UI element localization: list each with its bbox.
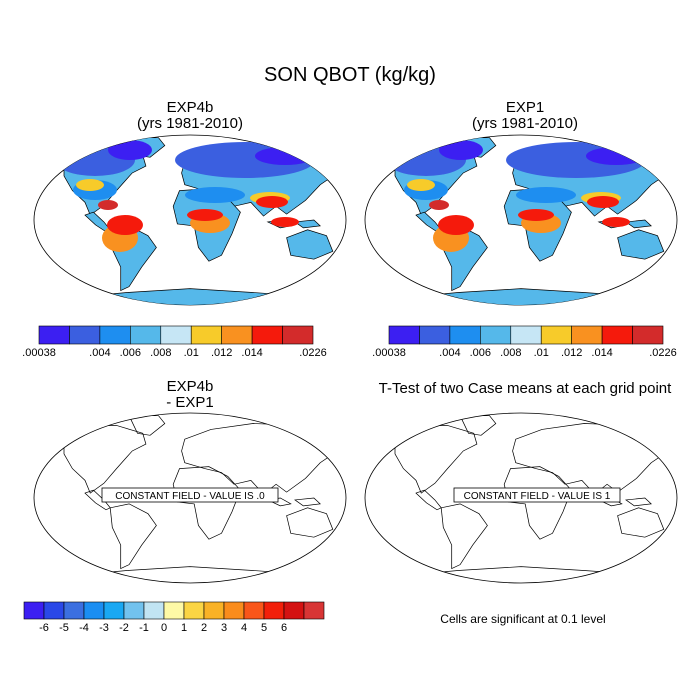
colorbar-tick-label: .01 bbox=[184, 347, 199, 359]
colorbar-swatch bbox=[183, 601, 205, 620]
colorbar-swatch bbox=[388, 325, 420, 345]
colorbar-swatch bbox=[23, 601, 45, 620]
colorbar-tick-label: .01 bbox=[534, 347, 549, 359]
colorbar-swatch bbox=[243, 601, 265, 620]
colorbar-tick-label: -6 bbox=[39, 622, 49, 634]
constant-field-box bbox=[101, 487, 279, 503]
colorbar-swatch bbox=[303, 601, 325, 620]
colorbar-swatch bbox=[69, 325, 101, 345]
colorbar-tick-label: .006 bbox=[120, 347, 141, 359]
colorbar-swatch bbox=[143, 601, 165, 620]
panel-title-line2: (yrs 1981-2010) bbox=[137, 115, 243, 132]
colorbar-swatch bbox=[130, 325, 162, 345]
colorbar-swatch bbox=[123, 601, 145, 620]
colorbar-tick-label: -3 bbox=[99, 622, 109, 634]
colorbar-tick-label: -4 bbox=[79, 622, 89, 634]
map-panel-exp1 bbox=[364, 134, 678, 306]
colorbar-swatch bbox=[160, 325, 192, 345]
constant-field-note: CONSTANT FIELD - VALUE IS .0 bbox=[115, 491, 265, 502]
panel-title-exp1: EXP1 (yrs 1981-2010) bbox=[375, 100, 675, 132]
colorbar-tick-label: 6 bbox=[281, 622, 287, 634]
colorbar-tick-label: -2 bbox=[119, 622, 129, 634]
colorbar-swatch bbox=[263, 601, 285, 620]
colorbar-swatch bbox=[38, 325, 70, 345]
colorbar-swatch bbox=[203, 601, 225, 620]
colorbar-swatch bbox=[632, 325, 664, 345]
colorbar-swatch bbox=[282, 325, 314, 345]
colorbar-swatch bbox=[223, 601, 245, 620]
colorbar-swatch bbox=[571, 325, 603, 345]
colorbar-swatch bbox=[251, 325, 283, 345]
colorbar-tick-label: .008 bbox=[500, 347, 521, 359]
colorbar-tick-label: .008 bbox=[150, 347, 171, 359]
constant-field-box bbox=[453, 487, 621, 503]
panel-title-line2: (yrs 1981-2010) bbox=[472, 115, 578, 132]
colorbar-diff: -6 -5 -4 -3 -2 -1 0 1 2 3 4 5 6 bbox=[23, 601, 325, 634]
map-panel-exp4b bbox=[33, 134, 347, 306]
colorbar-swatch bbox=[43, 601, 65, 620]
colorbar-tick-label: .012 bbox=[211, 347, 232, 359]
colorbar-swatch bbox=[480, 325, 512, 345]
page-title: SON QBOT (kg/kg) bbox=[264, 64, 436, 86]
colorbar-swatch bbox=[510, 325, 542, 345]
colorbar-swatch bbox=[163, 601, 185, 620]
colorbar-tick-label: -1 bbox=[139, 622, 149, 634]
colorbar-tick-label: .004 bbox=[439, 347, 460, 359]
panel-title-diff: EXP4b - EXP1 bbox=[40, 379, 340, 411]
colorbar-swatch bbox=[99, 325, 131, 345]
colorbar-tick-label: 5 bbox=[261, 622, 267, 634]
significance-note: Cells are significant at 0.1 level bbox=[440, 612, 605, 626]
colorbar-swatch bbox=[103, 601, 125, 620]
colorbar-swatch bbox=[419, 325, 451, 345]
panel-title-line1: EXP4b bbox=[166, 378, 214, 395]
colorbar-tick-label: -5 bbox=[59, 622, 69, 634]
panel-title-ttest: T-Test of two Case means at each grid po… bbox=[378, 380, 672, 397]
panel-title-exp4b: EXP4b (yrs 1981-2010) bbox=[40, 100, 340, 132]
colorbar-swatch bbox=[283, 601, 305, 620]
colorbar-tick-label: .0226 bbox=[299, 347, 327, 359]
constant-field-note: CONSTANT FIELD - VALUE IS 1 bbox=[464, 491, 611, 502]
panel-title-line1: EXP4b bbox=[166, 99, 214, 116]
colorbar-tick-label: .00038 bbox=[22, 347, 56, 359]
colorbar-tick-label: 0 bbox=[161, 622, 167, 634]
colorbar-tick-label: .0226 bbox=[649, 347, 677, 359]
colorbar-tick-label: .014 bbox=[241, 347, 262, 359]
panel-title-line1: EXP1 bbox=[505, 99, 545, 116]
colorbar-tick-label: .014 bbox=[591, 347, 612, 359]
colorbar-swatch bbox=[601, 325, 633, 345]
colorbar-tick-label: .006 bbox=[470, 347, 491, 359]
colorbar-tick-label: 2 bbox=[201, 622, 207, 634]
colorbar-swatch bbox=[449, 325, 481, 345]
colorbar-tick-label: 4 bbox=[241, 622, 247, 634]
humidity-field bbox=[42, 137, 344, 305]
colorbar-q-exp4b: .00038 .004 .006 .008 .01 .012 .014 .0226 bbox=[22, 325, 327, 359]
colorbar-swatch bbox=[221, 325, 253, 345]
colorbar-tick-label: 1 bbox=[181, 622, 187, 634]
colorbar-tick-label: 3 bbox=[221, 622, 227, 634]
colorbar-tick-label: .00038 bbox=[372, 347, 406, 359]
panel-title-line2: - EXP1 bbox=[166, 394, 214, 411]
colorbar-swatch bbox=[83, 601, 105, 620]
colorbar-swatch bbox=[63, 601, 85, 620]
colorbar-swatch bbox=[540, 325, 572, 345]
colorbar-tick-label: .004 bbox=[89, 347, 110, 359]
colorbar-q-exp1: .00038 .004 .006 .008 .01 .012 .014 .0226 bbox=[372, 325, 677, 359]
colorbar-swatch bbox=[190, 325, 222, 345]
colorbar-tick-label: .012 bbox=[561, 347, 582, 359]
